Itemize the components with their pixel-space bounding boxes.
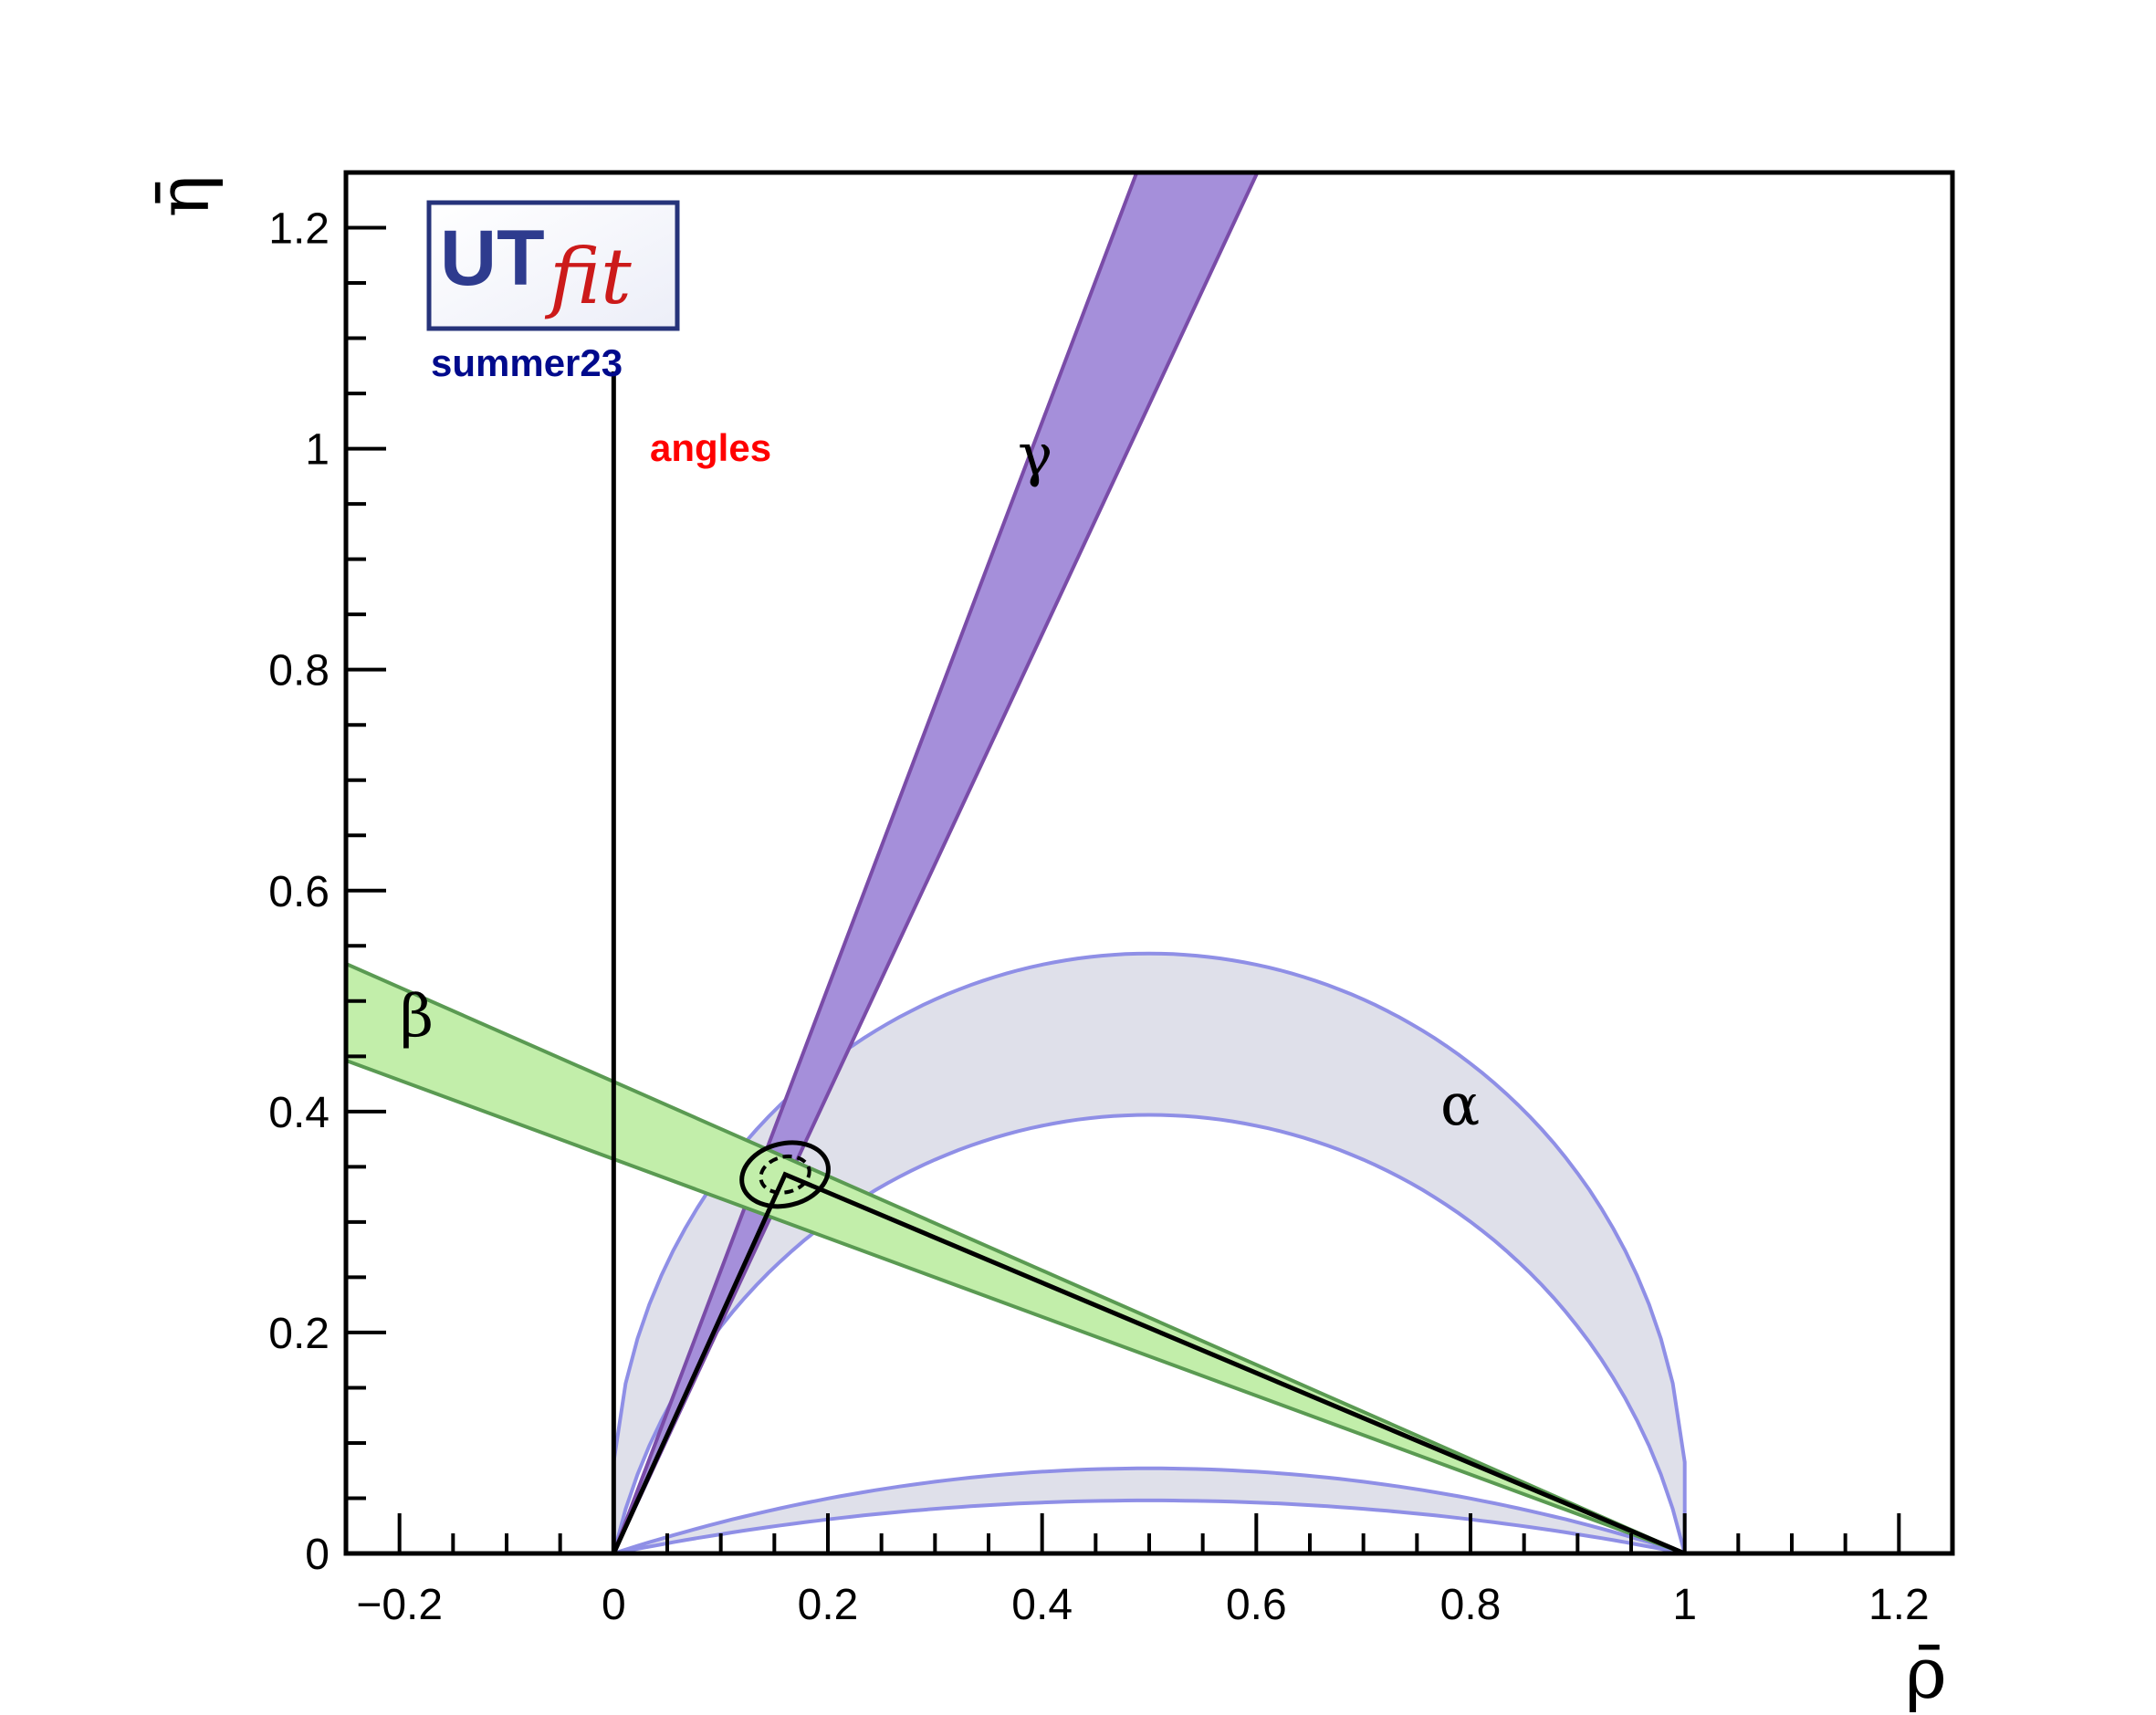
logo-ut-text: UT xyxy=(440,214,545,302)
beta-label: β xyxy=(400,983,434,1051)
x-tick-label: 0 xyxy=(602,1581,626,1629)
logo-fit-text: fit xyxy=(544,232,632,321)
x-axis-title: ρ̄ xyxy=(1905,1633,1947,1715)
gamma-band xyxy=(612,173,1260,1553)
x-tick-label: 1.2 xyxy=(1868,1581,1930,1629)
y-tick-label: 0.2 xyxy=(268,1310,330,1358)
x-tick-label: 0.8 xyxy=(1440,1581,1502,1629)
x-tick-label: −0.2 xyxy=(356,1581,443,1629)
y-tick-label: 1.2 xyxy=(268,205,330,254)
x-tick-label: 0.6 xyxy=(1226,1581,1287,1629)
y-tick-label: 0 xyxy=(305,1531,330,1579)
contour-95 xyxy=(739,1140,831,1209)
contour-68 xyxy=(759,1154,811,1195)
beta-band xyxy=(346,961,1686,1553)
alpha-band xyxy=(612,951,1687,1553)
utfit-logo: UT fit xyxy=(426,200,680,331)
y-axis-title: η̄ xyxy=(143,175,225,218)
alpha-lower-band xyxy=(612,1466,1686,1553)
y-tick-label: 0.4 xyxy=(268,1089,330,1137)
x-tick-label: 0.4 xyxy=(1011,1581,1073,1629)
axis-ticks xyxy=(344,171,1954,1555)
constraint-set-label: angles xyxy=(650,426,771,469)
y-tick-label: 0.6 xyxy=(268,868,330,916)
x-tick-label: 1 xyxy=(1672,1581,1697,1629)
alpha-label: α xyxy=(1440,1072,1480,1139)
edition-label: summer23 xyxy=(431,341,623,384)
unitarity-triangle xyxy=(612,1171,1686,1553)
gamma-label: γ xyxy=(1018,422,1052,489)
x-tick-label: 0.2 xyxy=(798,1581,859,1629)
y-tick-label: 1 xyxy=(305,426,330,475)
y-tick-label: 0.8 xyxy=(268,647,330,695)
axis-tick-labels: −0.2 0 0.2 0.4 0.6 0.8 1 1.2 0 0.2 0.4 0.6 0.8 1 1.2 xyxy=(268,205,1929,1629)
